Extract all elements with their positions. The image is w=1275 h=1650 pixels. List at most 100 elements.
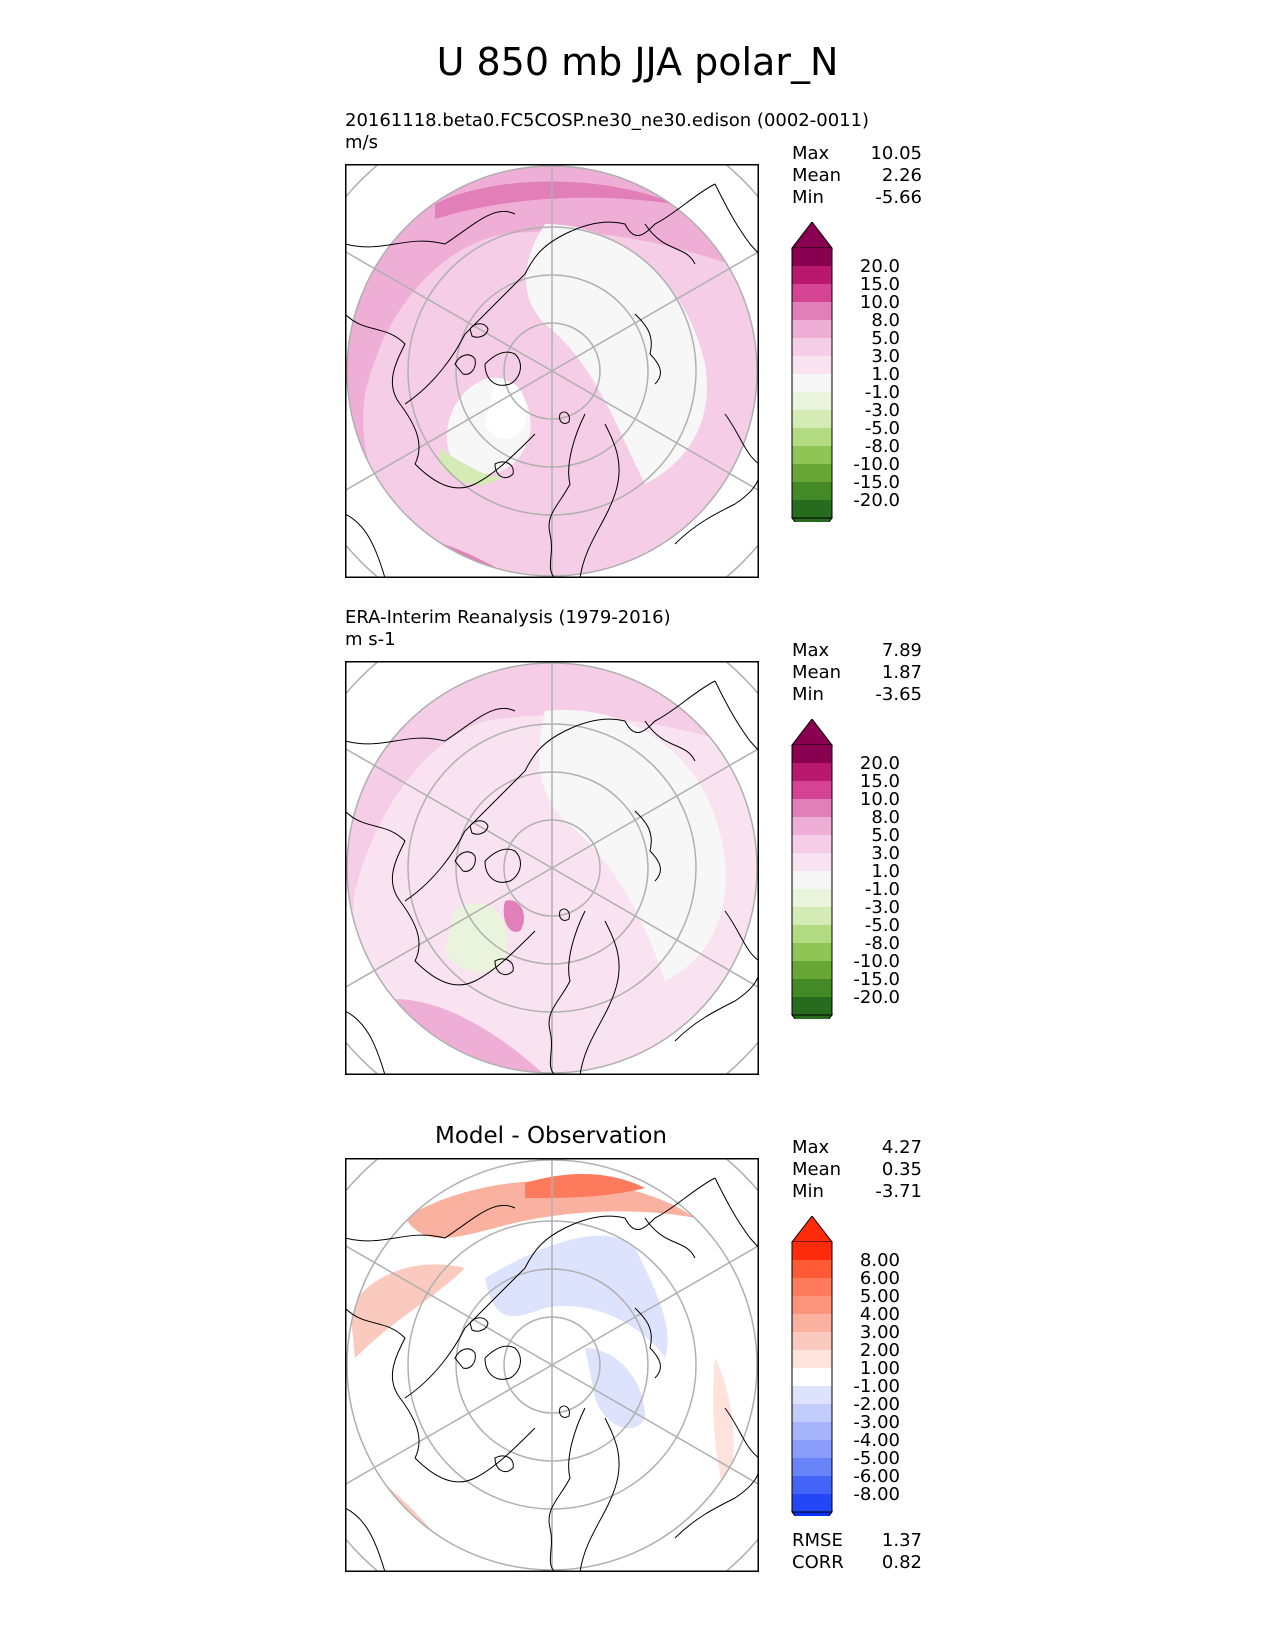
- colorbar-tick-label: 8.0: [871, 310, 900, 331]
- stat-label: Min: [792, 187, 824, 208]
- coastline: [404, 1227, 566, 1399]
- contour-region: [435, 181, 675, 219]
- colorbar-extend-top: [790, 718, 834, 746]
- colorbar-swatch: [792, 1386, 832, 1404]
- colorbar-swatch: [792, 1476, 832, 1494]
- coastline: [548, 1407, 586, 1572]
- colorbar-tick-label: -10.0: [853, 951, 900, 972]
- stat-label: Min: [792, 1181, 824, 1202]
- colorbar-tick-label: -5.0: [865, 418, 900, 439]
- coastline: [469, 820, 489, 835]
- colorbar-tick-label: 15.0: [860, 274, 900, 295]
- meridian-line: [551, 1364, 759, 1486]
- colorbar-swatch: [792, 1440, 832, 1458]
- meridian-line: [345, 867, 553, 989]
- coastline: [634, 810, 661, 882]
- coastline: [564, 183, 716, 236]
- extra-stat-corr: CORR 0.82: [792, 1552, 922, 1574]
- coastline: [548, 413, 586, 578]
- stat-value: 10.05: [870, 143, 922, 164]
- stat-label: Max: [792, 143, 830, 164]
- colorbar-tick-label: -8.0: [865, 436, 900, 457]
- coastline: [559, 411, 570, 424]
- coastline: [559, 908, 570, 921]
- coastlines: [345, 680, 759, 1075]
- stat-label: Mean: [792, 165, 842, 186]
- colorbar-tick-label: 15.0: [860, 771, 900, 792]
- colorbar-tick-label: -6.00: [853, 1466, 900, 1487]
- stat-value: 0.35: [881, 1159, 922, 1180]
- colorbar-tick-label: -15.0: [853, 472, 900, 493]
- coastline: [454, 354, 476, 375]
- stat-label: Max: [792, 640, 830, 661]
- coastlines: [345, 183, 759, 578]
- coastline: [634, 313, 661, 385]
- coastline: [484, 351, 521, 386]
- colorbar-swatch: [792, 1458, 832, 1476]
- colorbar-tick-label: -1.0: [865, 879, 900, 900]
- extra-stat-rmse: RMSE 1.37: [792, 1530, 922, 1552]
- coastline: [469, 1317, 489, 1332]
- coastlines: [345, 1177, 759, 1572]
- coastline: [644, 720, 696, 762]
- coastline: [634, 1307, 661, 1379]
- colorbar-tick-label: 3.0: [871, 843, 900, 864]
- colorbar-extend-bottom: [790, 1511, 834, 1539]
- colorbar-tick-label: -3.0: [865, 897, 900, 918]
- contour-region: [350, 1264, 465, 1358]
- colorbar-swatch: [792, 997, 832, 1015]
- stat-label: Min: [792, 684, 824, 705]
- colorbar-tick-label: 1.0: [871, 364, 900, 385]
- stat-value: -3.71: [875, 1181, 922, 1202]
- model-map-svg: [345, 164, 759, 578]
- stat-label: Mean: [792, 1159, 842, 1180]
- contour-region: [526, 224, 707, 484]
- colorbar-swatch: [792, 464, 832, 482]
- coastline: [724, 413, 759, 465]
- contour-region: [485, 1235, 668, 1358]
- colorbar-tick-label: 8.00: [860, 1250, 900, 1271]
- colorbar-swatch: [792, 482, 832, 500]
- colorbar-tick-label: -20.0: [853, 987, 900, 1008]
- coastline: [404, 233, 566, 405]
- colorbar-swatch: [792, 979, 832, 997]
- coastline: [484, 848, 521, 883]
- stat-value: -5.66: [875, 187, 922, 208]
- meridian-line: [551, 1244, 759, 1366]
- colorbar-extend-bottom: [790, 1014, 834, 1042]
- colorbar-swatch: [792, 1314, 832, 1332]
- colorbar-swatch: [792, 745, 832, 763]
- diff-map: [345, 1158, 759, 1576]
- coastline: [484, 1345, 521, 1380]
- colorbar-extend-top: [790, 1215, 834, 1243]
- stat-value: 1.87: [881, 662, 922, 683]
- colorbar-swatch: [792, 961, 832, 979]
- coastline: [414, 1427, 536, 1483]
- meridian-line: [345, 1244, 553, 1366]
- map-frame: [345, 1158, 759, 1572]
- colorbar-tick-label: -10.0: [853, 454, 900, 475]
- colorbar-extend-top: [790, 221, 834, 249]
- colorbar-swatch: [792, 320, 832, 338]
- colorbar-swatch: [792, 799, 832, 817]
- meridian-line: [345, 1364, 553, 1486]
- graticule: [345, 661, 759, 1075]
- obs-colorbar-svg: 20.015.010.08.05.03.01.0-1.0-3.0-5.0-8.0…: [790, 718, 900, 1042]
- colorbar-tick-label: 5.0: [871, 328, 900, 349]
- colorbar-swatch: [792, 1350, 832, 1368]
- coastline: [345, 1307, 420, 1459]
- coastline: [345, 1204, 516, 1242]
- coastline: [494, 461, 514, 479]
- colorbar-swatch: [792, 1494, 832, 1512]
- meridian-line: [551, 370, 759, 492]
- coastline: [345, 513, 386, 578]
- coastline: [644, 1217, 696, 1259]
- meridian-line: [345, 250, 553, 372]
- stat-min: Min -3.65: [792, 684, 922, 706]
- coastline: [674, 970, 759, 1042]
- colorbar-tick-label: 8.0: [871, 807, 900, 828]
- colorbar-tick-label: 1.0: [871, 861, 900, 882]
- coastline: [345, 810, 420, 962]
- stat-label: Mean: [792, 662, 842, 683]
- model-panel-title: 20161118.beta0.FC5COSP.ne30_ne30.edison …: [345, 110, 870, 131]
